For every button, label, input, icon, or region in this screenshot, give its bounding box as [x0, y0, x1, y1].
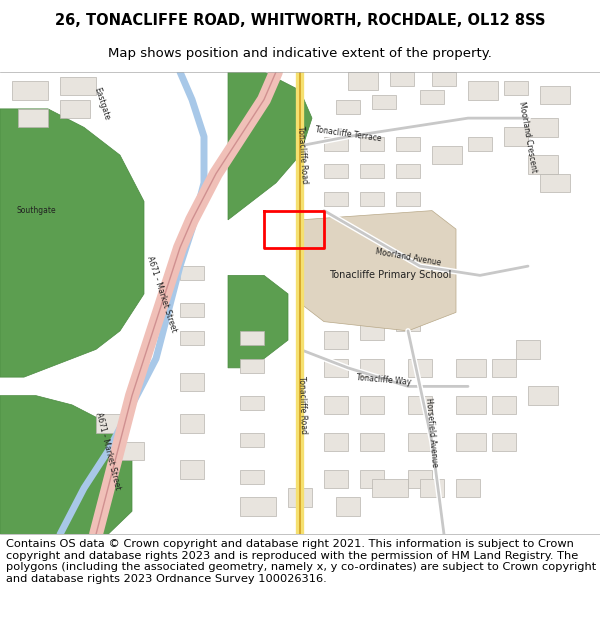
- Bar: [408, 359, 432, 377]
- Bar: [336, 498, 360, 516]
- Bar: [324, 192, 348, 206]
- Bar: [528, 118, 558, 137]
- Bar: [528, 386, 558, 405]
- Bar: [492, 432, 516, 451]
- Bar: [468, 137, 492, 151]
- Text: Tonacliffe Terrace: Tonacliffe Terrace: [314, 125, 382, 143]
- Text: Tonacliffe Primary School: Tonacliffe Primary School: [329, 271, 451, 281]
- Bar: [504, 81, 528, 95]
- Bar: [60, 99, 90, 118]
- Bar: [324, 469, 348, 488]
- Bar: [324, 432, 348, 451]
- Bar: [408, 469, 432, 488]
- Bar: [288, 488, 312, 507]
- Bar: [180, 303, 204, 317]
- Text: Moorland Crescent: Moorland Crescent: [517, 101, 539, 173]
- Bar: [420, 91, 444, 104]
- Bar: [180, 461, 204, 479]
- Bar: [240, 498, 276, 516]
- Bar: [468, 81, 498, 99]
- Bar: [540, 174, 570, 192]
- Text: Eastgate: Eastgate: [92, 87, 112, 122]
- Bar: [528, 155, 558, 174]
- Polygon shape: [300, 211, 456, 331]
- Text: Contains OS data © Crown copyright and database right 2021. This information is : Contains OS data © Crown copyright and d…: [6, 539, 596, 584]
- Bar: [390, 72, 414, 86]
- Bar: [408, 396, 432, 414]
- Bar: [396, 192, 420, 206]
- Bar: [324, 359, 348, 377]
- Bar: [324, 137, 348, 151]
- Bar: [540, 86, 570, 104]
- Bar: [324, 331, 348, 349]
- Bar: [492, 396, 516, 414]
- Text: Horsefield Avenue: Horsefield Avenue: [424, 398, 440, 468]
- Bar: [180, 414, 204, 432]
- Polygon shape: [228, 72, 312, 220]
- Bar: [324, 396, 348, 414]
- Bar: [360, 432, 384, 451]
- Bar: [180, 266, 204, 280]
- Text: Southgate: Southgate: [16, 206, 56, 215]
- Bar: [456, 432, 486, 451]
- Bar: [360, 192, 384, 206]
- Bar: [180, 331, 204, 345]
- Bar: [504, 127, 528, 146]
- Bar: [96, 414, 120, 432]
- Polygon shape: [0, 396, 132, 534]
- Bar: [240, 396, 264, 409]
- Text: Map shows position and indicative extent of the property.: Map shows position and indicative extent…: [108, 48, 492, 61]
- Bar: [420, 479, 444, 498]
- Bar: [360, 137, 384, 151]
- Bar: [432, 146, 462, 164]
- Bar: [396, 164, 420, 178]
- Bar: [396, 312, 420, 331]
- Text: Moorland Avenue: Moorland Avenue: [374, 247, 442, 267]
- Text: Tonacliffe Way: Tonacliffe Way: [356, 372, 412, 386]
- Text: 26, TONACLIFFE ROAD, WHITWORTH, ROCHDALE, OL12 8SS: 26, TONACLIFFE ROAD, WHITWORTH, ROCHDALE…: [55, 12, 545, 28]
- Bar: [456, 359, 486, 377]
- Text: Tonacliffe Road: Tonacliffe Road: [296, 126, 310, 184]
- Bar: [336, 99, 360, 114]
- Bar: [432, 72, 456, 86]
- Text: A671 - Market Street: A671 - Market Street: [94, 411, 122, 491]
- Bar: [516, 340, 540, 359]
- Bar: [348, 72, 378, 91]
- Bar: [240, 432, 264, 446]
- Text: A671 - Market Street: A671 - Market Street: [145, 254, 179, 333]
- Bar: [456, 396, 486, 414]
- Bar: [360, 396, 384, 414]
- Bar: [180, 372, 204, 391]
- Bar: [120, 442, 144, 461]
- Bar: [240, 359, 264, 372]
- Bar: [360, 469, 384, 488]
- Bar: [360, 164, 384, 178]
- Bar: [12, 81, 48, 99]
- Polygon shape: [228, 276, 288, 368]
- Bar: [18, 109, 48, 127]
- Bar: [360, 322, 384, 340]
- Bar: [456, 479, 480, 498]
- Polygon shape: [0, 109, 144, 377]
- Bar: [240, 331, 264, 345]
- Bar: [372, 95, 396, 109]
- Bar: [240, 469, 264, 484]
- Bar: [372, 479, 408, 498]
- Bar: [396, 137, 420, 151]
- Bar: [408, 432, 432, 451]
- Bar: [360, 359, 384, 377]
- Bar: [492, 359, 516, 377]
- Bar: [324, 164, 348, 178]
- Bar: [60, 76, 96, 95]
- Text: Tonacliffe Road: Tonacliffe Road: [298, 376, 308, 434]
